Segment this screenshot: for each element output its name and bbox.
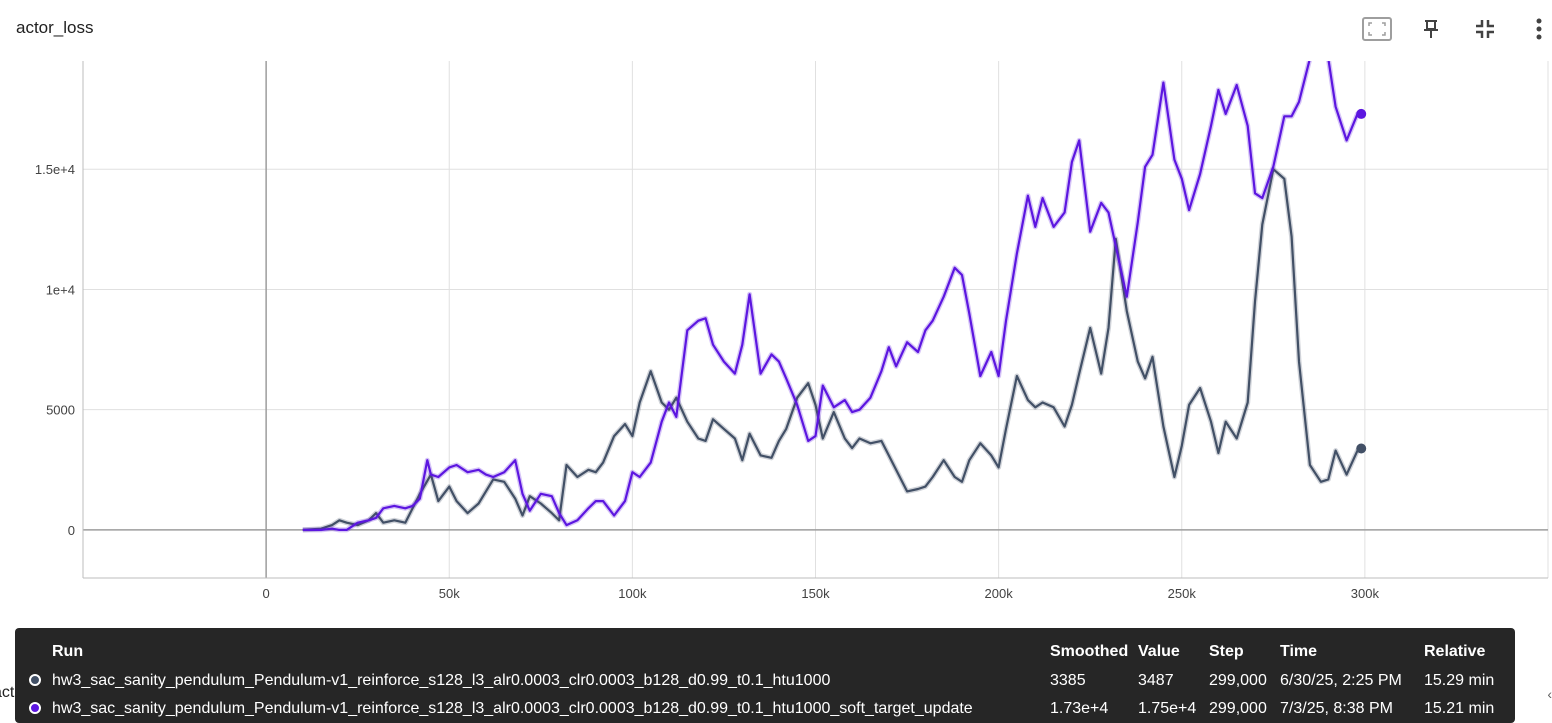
x-tick-label: 0 <box>263 586 270 601</box>
run-name: hw3_sac_sanity_pendulum_Pendulum-v1_rein… <box>52 700 973 717</box>
header-time: Time <box>1280 643 1318 660</box>
relative-value: 15.29 min <box>1424 672 1495 689</box>
header-value: Value <box>1138 643 1180 660</box>
series-halo <box>302 166 1363 533</box>
smoothed-value: 1.73e+4 <box>1050 700 1109 717</box>
series-end-point <box>1356 108 1367 119</box>
pin-button[interactable] <box>1414 12 1448 46</box>
run-color-dot <box>29 702 41 714</box>
x-tick-label: 250k <box>1168 586 1197 601</box>
tooltip-header: Run Smoothed Value Step Time Relative <box>15 639 1515 665</box>
x-tick-label: 50k <box>439 586 460 601</box>
x-tick-label: 300k <box>1351 586 1380 601</box>
raw-value: 3487 <box>1138 672 1174 689</box>
header-run: Run <box>52 643 84 660</box>
y-tick-label: 5000 <box>46 403 75 418</box>
tooltip-row: hw3_sac_sanity_pendulum_Pendulum-v1_rein… <box>15 696 1515 722</box>
y-tick-label: 1e+4 <box>46 282 75 297</box>
card-title: actor_loss <box>16 18 94 37</box>
step-value: 299,000 <box>1209 672 1267 689</box>
header-step: Step <box>1209 643 1244 660</box>
series-end-point <box>1356 443 1367 454</box>
run-name: hw3_sac_sanity_pendulum_Pendulum-v1_rein… <box>52 672 831 689</box>
raw-value: 1.75e+4 <box>1138 700 1197 717</box>
header-smoothed: Smoothed <box>1050 643 1129 660</box>
pin-icon <box>1424 20 1438 38</box>
x-tick-label: 100k <box>618 586 647 601</box>
line-chart[interactable]: 0 50k 100k 150k 200k 250k 300k 0 5000 1e+4 1.5e+4 <box>0 56 1552 616</box>
x-tick-label: 150k <box>801 586 830 601</box>
chevron-icon: ‹ <box>1547 686 1552 702</box>
series-line <box>302 61 1362 531</box>
collapse-button[interactable] <box>1468 12 1502 46</box>
more-vert-icon <box>1536 18 1542 40</box>
collapse-icon <box>1476 20 1494 38</box>
fit-domain-icon <box>1362 17 1392 41</box>
fit-domain-button[interactable] <box>1360 12 1394 46</box>
run-color-dot <box>29 674 41 686</box>
y-tick-label: 1.5e+4 <box>35 162 75 177</box>
time-value: 7/3/25, 8:38 PM <box>1280 700 1393 717</box>
series-line <box>302 168 1362 531</box>
relative-value: 15.21 min <box>1424 700 1495 717</box>
y-tick-label: 0 <box>68 523 75 538</box>
header-relative: Relative <box>1424 643 1486 660</box>
more-options-button[interactable] <box>1522 12 1552 46</box>
tooltip-row: hw3_sac_sanity_pendulum_Pendulum-v1_rein… <box>15 668 1515 694</box>
time-value: 6/30/25, 2:25 PM <box>1280 672 1402 689</box>
x-tick-label: 200k <box>985 586 1014 601</box>
step-value: 299,000 <box>1209 700 1267 717</box>
chart-tooltip: Run Smoothed Value Step Time Relative hw… <box>15 628 1515 723</box>
smoothed-value: 3385 <box>1050 672 1086 689</box>
series-halo <box>302 61 1362 533</box>
